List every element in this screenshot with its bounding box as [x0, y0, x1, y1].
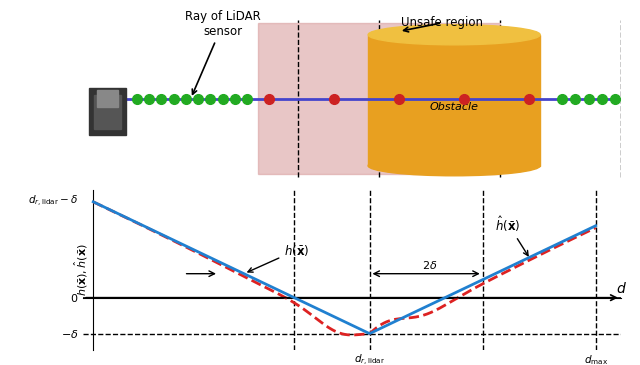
Text: $d_{\max}$: $d_{\max}$ [584, 353, 608, 365]
Bar [94, 95, 121, 129]
Text: Obstacle: Obstacle [429, 102, 479, 112]
Text: $0$: $0$ [70, 292, 78, 304]
Text: Unsafe region: Unsafe region [401, 16, 483, 32]
Text: $\hat{h}(\bar{\mathbf{x}})$: $\hat{h}(\bar{\mathbf{x}})$ [495, 214, 528, 255]
Text: $h(\bar{\mathbf{x}})$: $h(\bar{\mathbf{x}})$ [248, 242, 309, 272]
Bar [368, 35, 540, 166]
Text: $d_{r,\mathrm{lidar}} - \delta$: $d_{r,\mathrm{lidar}} - \delta$ [28, 194, 78, 210]
Ellipse shape [368, 25, 540, 45]
Y-axis label: $h(\bar{\mathbf{x}}), \hat{h}(\bar{\mathbf{x}})$: $h(\bar{\mathbf{x}}), \hat{h}(\bar{\math… [73, 244, 90, 296]
Text: Ray of LiDAR
sensor: Ray of LiDAR sensor [185, 10, 261, 94]
Text: $2\delta$: $2\delta$ [422, 259, 438, 271]
Ellipse shape [368, 155, 540, 176]
Bar [88, 88, 126, 135]
Bar [258, 23, 500, 174]
Bar [97, 90, 118, 107]
Text: $-\delta$: $-\delta$ [61, 328, 78, 339]
Text: $d_{r,\mathrm{lidar}}$: $d_{r,\mathrm{lidar}}$ [354, 353, 385, 365]
Text: $d$: $d$ [616, 281, 627, 296]
